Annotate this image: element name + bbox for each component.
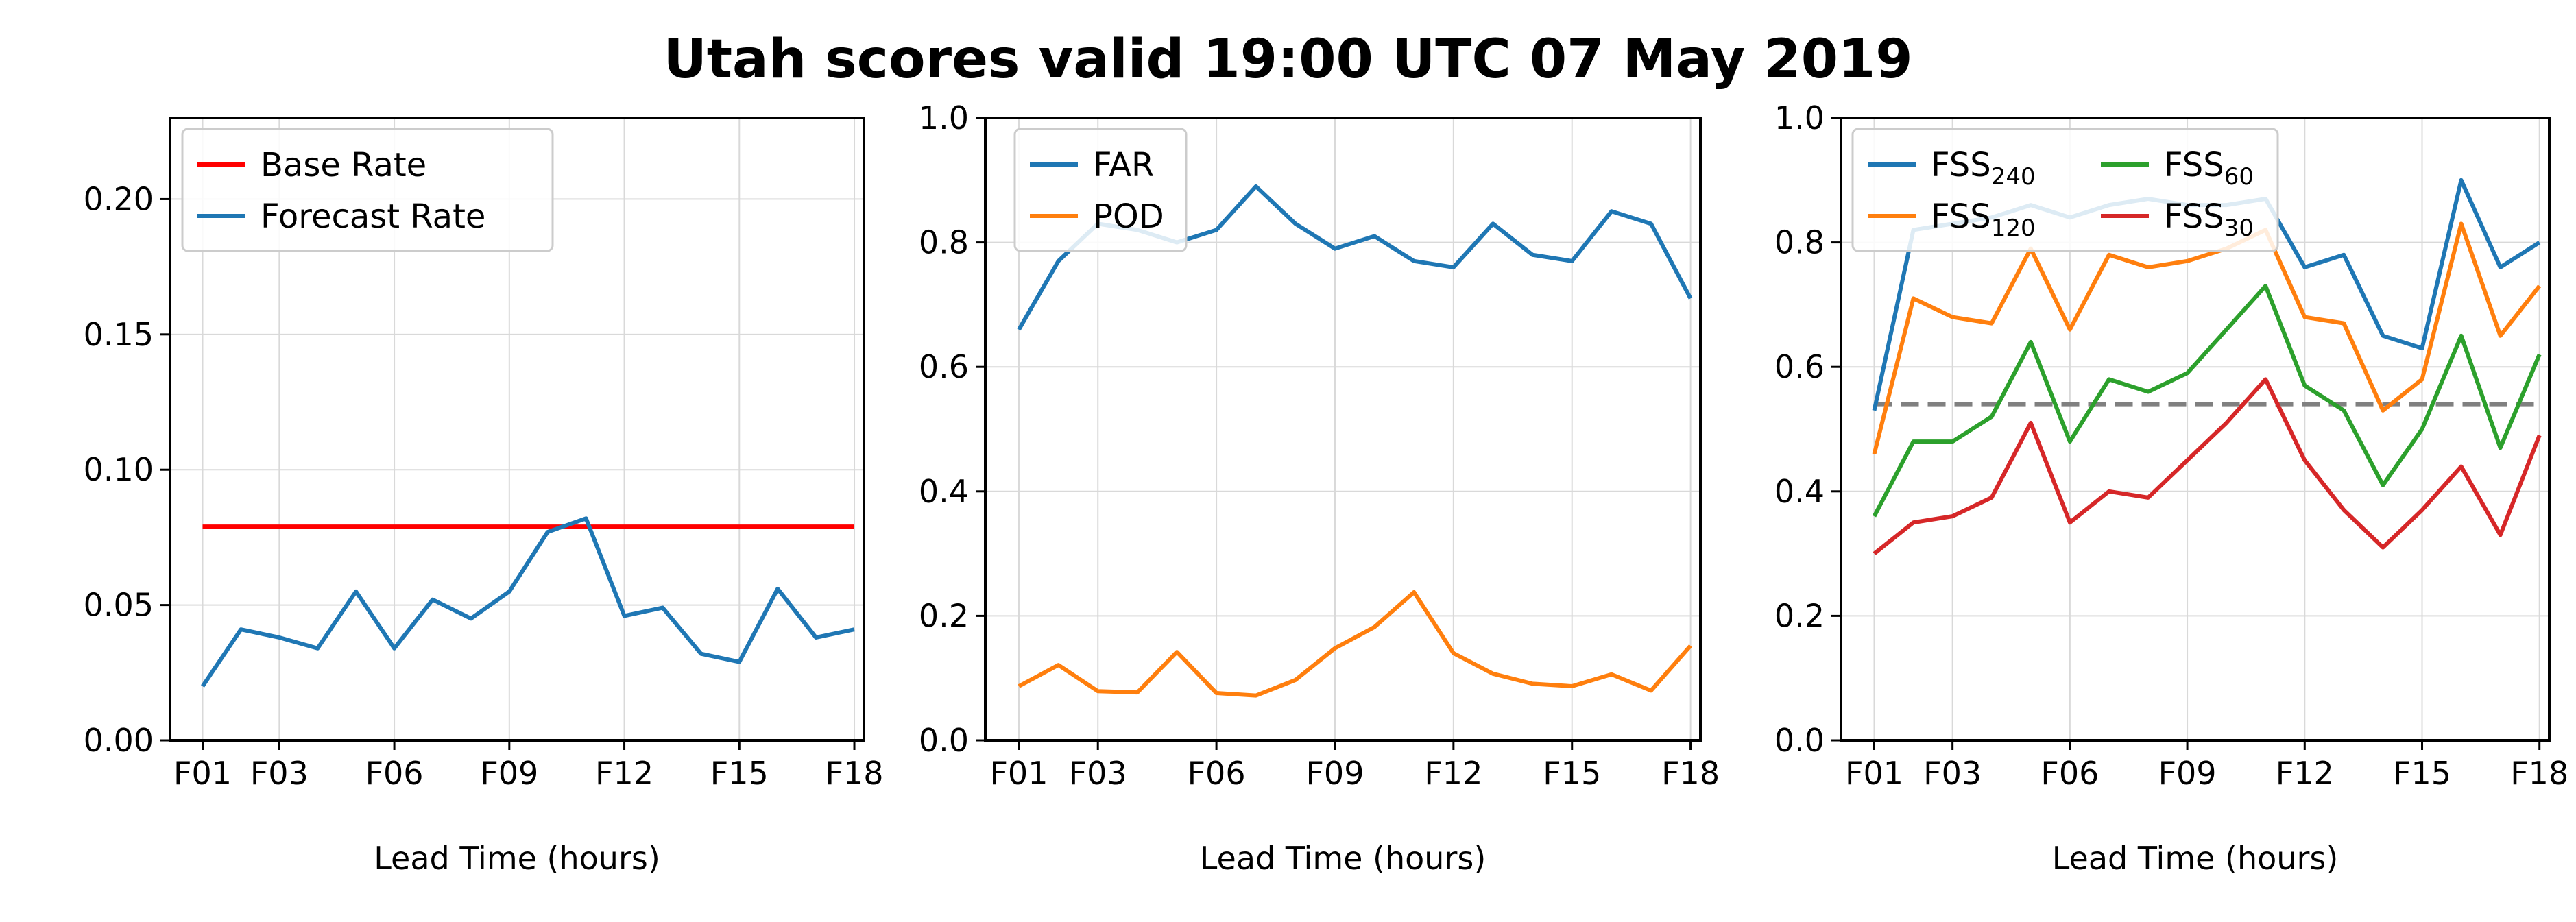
legend-name: Base Rate <box>261 146 426 184</box>
y-tick-label: 0.2 <box>919 597 969 634</box>
y-tick-label: 0.05 <box>84 587 154 624</box>
legend-subscript: 60 <box>2224 163 2254 191</box>
legend: Base Rate Forecast Rate <box>181 128 554 252</box>
x-tick-label: F12 <box>595 755 653 792</box>
series-line-fss30 <box>1873 377 2542 555</box>
y-tick-label: 0.10 <box>84 451 154 488</box>
plot-frame <box>1840 117 2551 742</box>
x-tick-label: F06 <box>2041 755 2099 792</box>
x-tick-label: F01 <box>173 755 232 792</box>
y-tick-label: 0.6 <box>919 348 969 385</box>
legend-label: FSS60 <box>2164 146 2254 191</box>
x-tick-label: F18 <box>1661 755 1720 792</box>
legend-label: FSS120 <box>1931 197 2036 242</box>
x-tick-label: F18 <box>826 755 884 792</box>
series-line-forecast-rate <box>201 516 855 688</box>
x-tick-label: F09 <box>2158 755 2217 792</box>
x-tick-label: F01 <box>989 755 1048 792</box>
legend-name: FSS <box>2164 197 2224 236</box>
legend-name: FSS <box>1931 197 1991 236</box>
x-tick-label: F03 <box>250 755 309 792</box>
y-tick-label: 0.6 <box>1774 348 1825 385</box>
legend-box <box>181 128 554 252</box>
x-axis-label: Lead Time (hours) <box>2052 840 2339 877</box>
y-tick-label: 0.8 <box>919 224 969 261</box>
legend-name: FSS <box>2164 146 2224 184</box>
y-tick-label: 0.00 <box>84 722 154 759</box>
y-tick-label: 0.0 <box>1774 722 1825 759</box>
x-tick-label: F15 <box>710 755 769 792</box>
plot-frame <box>169 117 865 742</box>
legend-box <box>1013 128 1188 252</box>
x-axis-label: Lead Time (hours) <box>1200 840 1486 877</box>
x-tick-label: F15 <box>2393 755 2451 792</box>
series-line-pod <box>1018 590 1692 698</box>
legend-label: POD <box>1093 197 1164 236</box>
panel-3: F01 F03 F06 F09 F12 F15 F18 0.0 0.2 0.4 0.6 0.8 1.0 L… <box>1774 99 2568 877</box>
legend-name: FSS <box>1931 146 1991 184</box>
x-tick-label: F06 <box>1188 755 1246 792</box>
series-line-fss120 <box>1872 221 2542 455</box>
x-tick-label: F15 <box>1543 755 1601 792</box>
y-tick-label: 1.0 <box>1774 99 1825 136</box>
y-tick-label: 0.2 <box>1774 597 1825 634</box>
legend-name: POD <box>1093 197 1164 236</box>
y-tick-label: 0.4 <box>919 473 969 510</box>
x-tick-label: F09 <box>1305 755 1364 792</box>
x-tick-label: F03 <box>1923 755 1982 792</box>
x-axis-label: Lead Time (hours) <box>374 840 660 877</box>
panel-2: F01 F03 F06 F09 F12 F15 F18 0.0 0.2 0.4 0.6 0.8 1.0 L… <box>919 99 1720 877</box>
y-tick-label: 0.4 <box>1774 473 1825 510</box>
legend-label: Base Rate <box>261 146 426 184</box>
legend: FAR POD <box>1013 128 1188 252</box>
x-tick-label: F03 <box>1069 755 1127 792</box>
x-tick-label: F12 <box>2276 755 2334 792</box>
legend-subscript: 120 <box>1991 215 2036 242</box>
series-line-fss60 <box>1872 284 2542 518</box>
y-tick-label: 0.15 <box>84 316 154 353</box>
panel-1: F01 F03 F06 F09 F12 F15 F18 0.00 0.05 0.10 0.15 0.2… <box>84 117 884 877</box>
legend-label: Forecast Rate <box>261 197 485 236</box>
x-tick-label: F18 <box>2510 755 2568 792</box>
y-tick-label: 1.0 <box>919 99 969 136</box>
figure-title: Utah scores valid 19:00 UTC 07 May 2019 <box>663 29 1913 90</box>
x-tick-label: F09 <box>480 755 538 792</box>
legend-name: Forecast Rate <box>261 197 485 236</box>
x-tick-label: F06 <box>365 755 424 792</box>
legend-label: FSS240 <box>1931 146 2036 191</box>
legend-box <box>1851 128 2279 252</box>
x-tick-label: F01 <box>1845 755 1903 792</box>
legend-name: FAR <box>1093 146 1154 184</box>
legend-label: FAR <box>1093 146 1154 184</box>
y-tick-label: 0.8 <box>1774 224 1825 261</box>
y-tick-label: 0.0 <box>919 722 969 759</box>
legend-label: FSS30 <box>2164 197 2254 242</box>
y-tick-label: 0.20 <box>84 180 154 217</box>
x-tick-label: F12 <box>1424 755 1482 792</box>
legend-subscript: 240 <box>1991 163 2036 191</box>
plot-frame <box>984 117 1702 742</box>
legend-subscript: 30 <box>2224 215 2254 242</box>
